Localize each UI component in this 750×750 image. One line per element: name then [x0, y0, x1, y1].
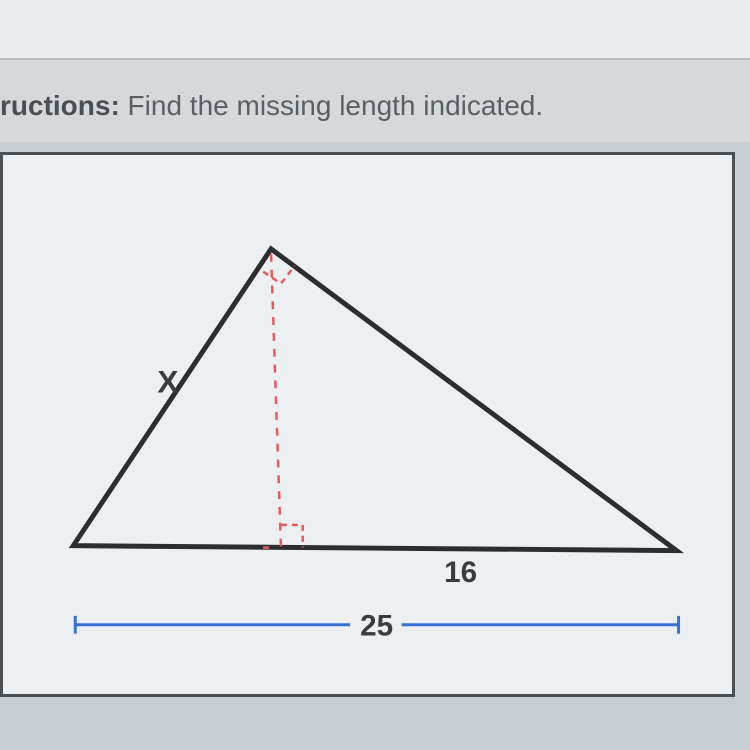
- triangle-shape: [73, 249, 676, 551]
- label-25: 25: [360, 610, 393, 643]
- right-angle-mark-base: [281, 525, 303, 548]
- geometry-diagram: X 16 25: [3, 155, 732, 694]
- label-16: 16: [444, 556, 477, 589]
- altitude-line: [271, 254, 281, 548]
- label-x: X: [157, 363, 178, 399]
- instructions-body: Find the missing length indicated.: [120, 90, 543, 121]
- instructions-text: ructions: Find the missing length indica…: [0, 90, 750, 122]
- instructions-label: ructions:: [0, 90, 120, 121]
- header-bar: [0, 0, 750, 60]
- instructions-area: ructions: Find the missing length indica…: [0, 60, 750, 142]
- right-angle-mark-apex: [263, 266, 295, 284]
- diagram-frame: X 16 25: [0, 152, 735, 697]
